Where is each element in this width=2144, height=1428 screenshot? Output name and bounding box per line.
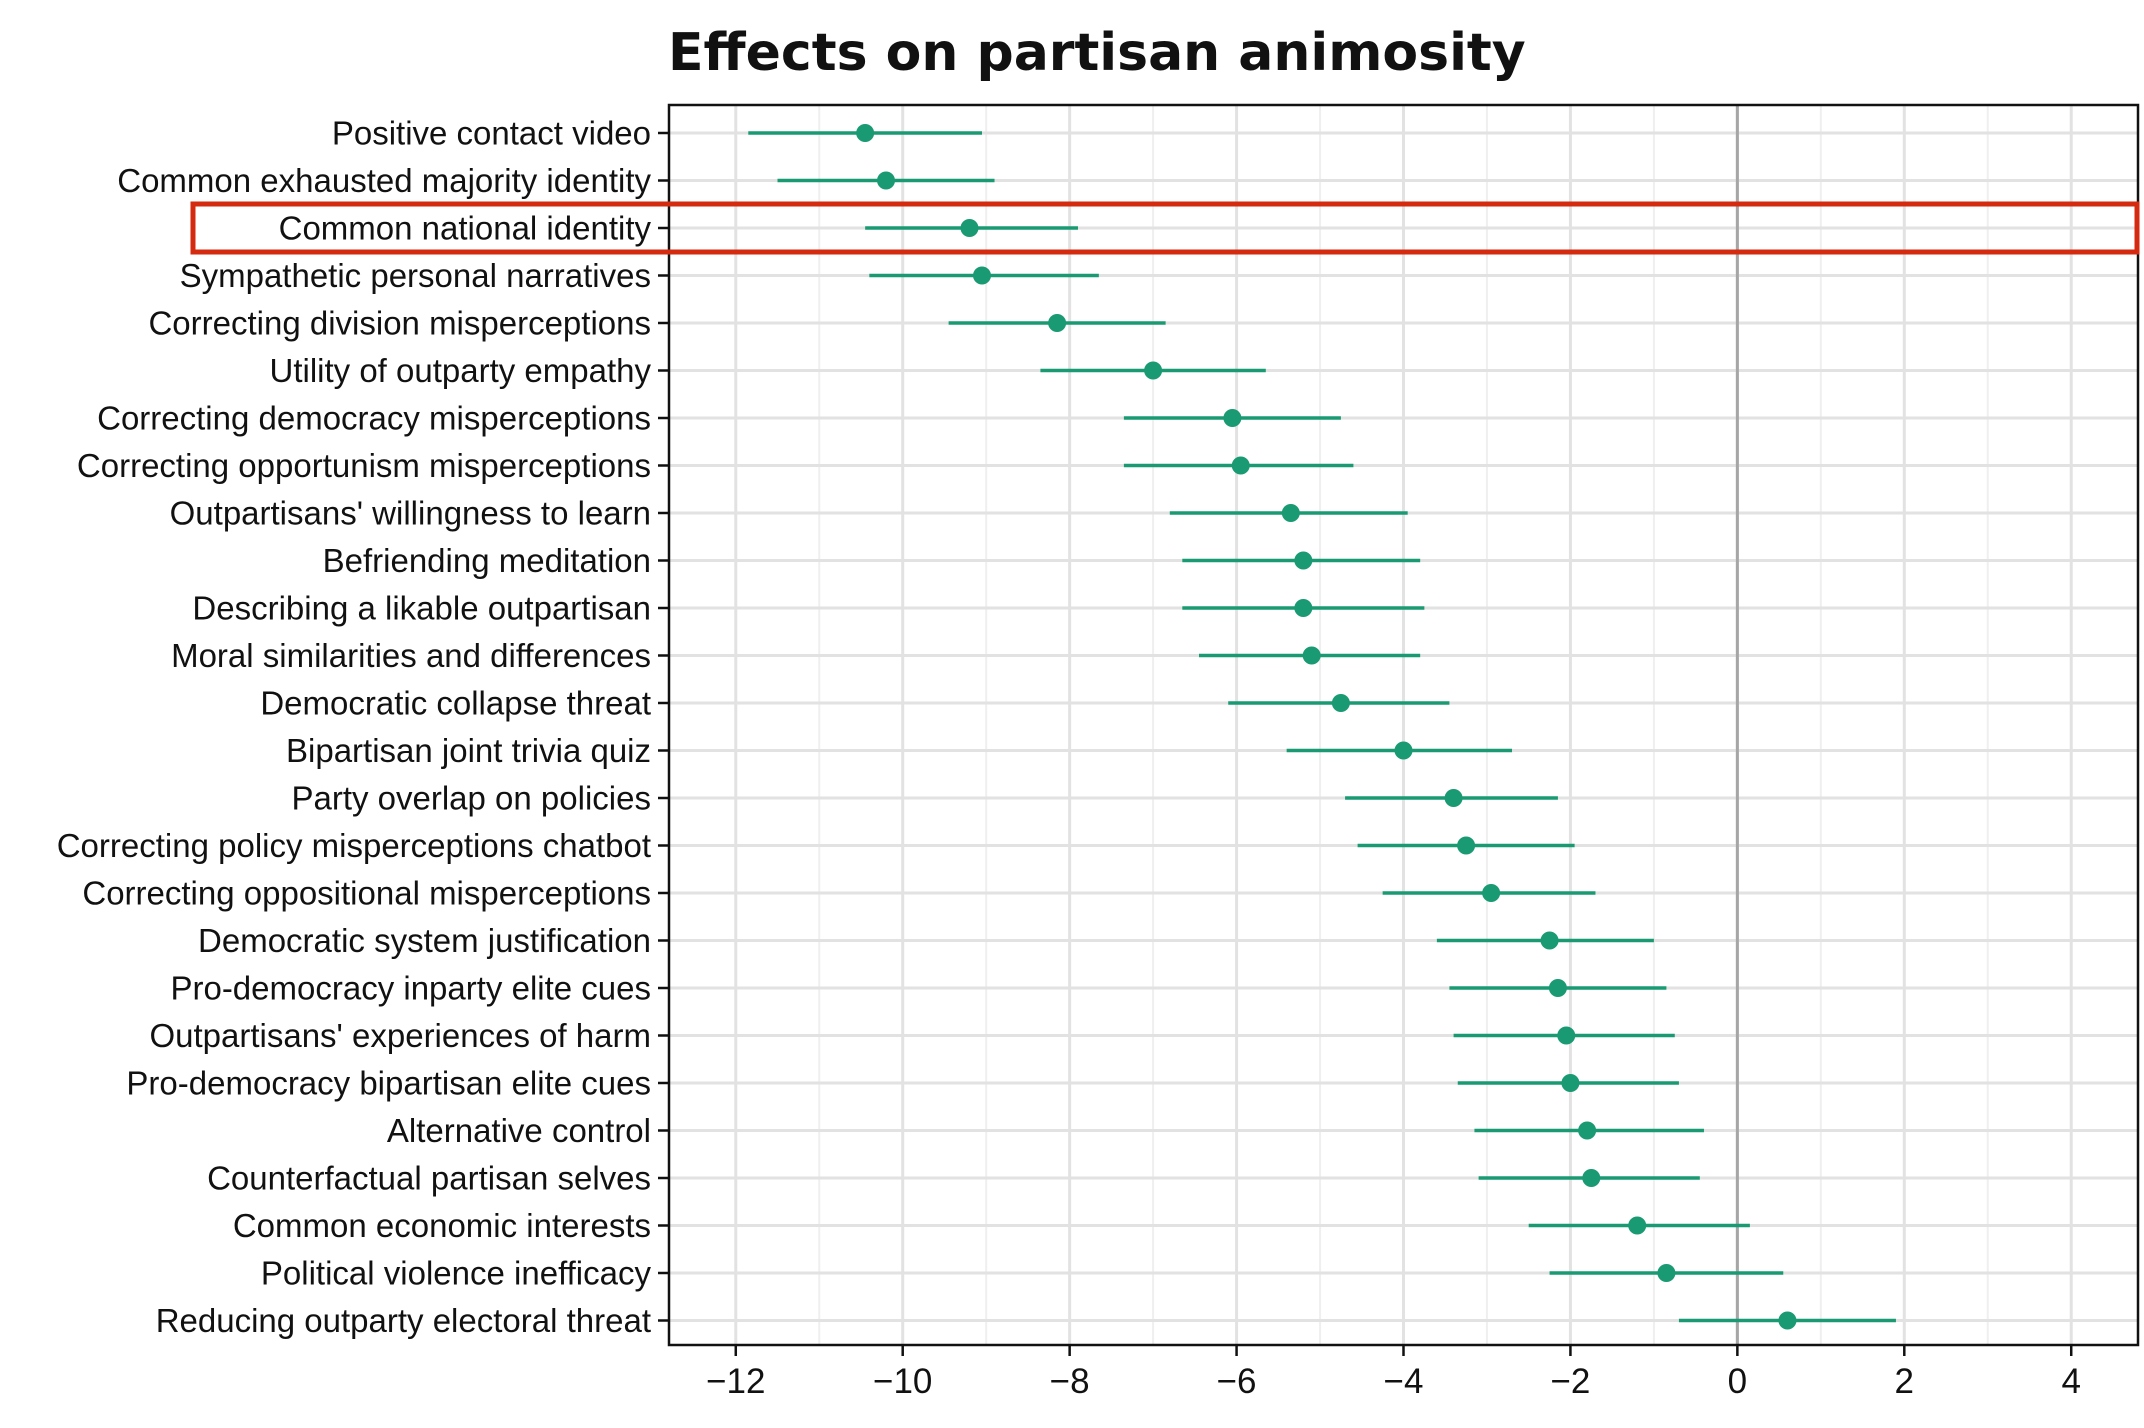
y-tick-label: Correcting oppositional misperceptions [82,875,651,912]
point-estimate [1548,979,1567,997]
y-tick-label: Reducing outparty electoral threat [156,1302,651,1339]
point-estimate [856,124,875,142]
point-estimate [1281,504,1300,522]
point-estimate [1778,1311,1797,1330]
point-estimate [1302,646,1321,665]
point-estimate [972,266,991,285]
y-tick-label: Pro-democracy inparty elite cues [170,970,651,1007]
point-estimate [1540,931,1559,950]
y-tick-label: Common economic interests [233,1207,651,1244]
y-tick-label: Utility of outparty empathy [270,352,652,389]
point-estimate [877,171,896,190]
y-tick-label: Democratic collapse threat [260,685,651,722]
y-tick-label: Befriending meditation [323,542,651,579]
point-estimate [1223,409,1242,427]
y-tick-label: Common exhausted majority identity [117,162,651,199]
y-tick-label: Party overlap on policies [291,780,651,817]
point-estimate [1144,361,1163,380]
y-tick-label: Bipartisan joint trivia quiz [286,732,651,769]
y-tick-label: Common national identity [279,210,652,247]
point-estimate [1657,1264,1676,1282]
point-estimates [856,124,1797,1330]
y-tick-label: Political violence inefficacy [261,1255,652,1292]
point-estimate [1294,599,1313,617]
point-estimate [1557,1026,1576,1045]
point-estimate [1561,1074,1580,1092]
y-tick-label: Pro-democracy bipartisan elite cues [126,1065,651,1102]
point-estimate [1582,1169,1601,1187]
point-estimate [1394,741,1413,760]
x-tick-label: 4 [2061,1362,2080,1401]
highlight-layer [190,201,2140,255]
y-tick-label: Positive contact video [332,115,651,152]
x-tick-label: −10 [873,1362,932,1401]
point-estimate [1444,789,1463,807]
point-estimate [1231,456,1250,475]
y-tick-label: Correcting division misperceptions [148,305,651,342]
y-axis: Positive contact video Common exhausted m… [57,115,669,1339]
point-estimate [1482,884,1501,902]
x-tick-label: 2 [1895,1362,1914,1401]
point-estimate [1628,1216,1647,1235]
y-tick-label: Democratic system justification [198,922,651,959]
point-estimate [1048,314,1067,332]
y-tick-label: Moral similarities and differences [171,637,651,674]
y-tick-label: Outpartisans' experiences of harm [149,1017,651,1054]
x-tick-label: −6 [1217,1362,1257,1401]
x-tick-label: −12 [706,1362,765,1401]
y-tick-label: Describing a likable outpartisan [192,590,651,627]
point-estimate [1331,694,1350,712]
y-tick-label: Alternative control [387,1112,651,1149]
x-tick-label: −2 [1550,1362,1590,1401]
point-estimate [1294,551,1313,570]
x-tick-label: 0 [1728,1362,1747,1401]
highlight-box [190,201,2140,255]
point-estimate [1578,1121,1597,1140]
point-estimate [960,219,979,237]
x-tick-label: −4 [1384,1362,1424,1401]
y-tick-label: Correcting democracy misperceptions [97,400,651,437]
y-tick-label: Sympathetic personal narratives [180,257,651,294]
y-tick-label: Outpartisans' willingness to learn [170,495,651,532]
chart-title: Effects on partisan animosity [668,23,1526,83]
point-estimate [1457,836,1476,855]
x-axis: −12 −10 −8 −6 −4 −2 0 2 4 [706,1345,2081,1401]
y-tick-label: Counterfactual partisan selves [207,1160,651,1197]
y-tick-label: Correcting policy misperceptions chatbot [57,827,651,864]
y-tick-label: Correcting opportunism misperceptions [77,447,651,484]
x-tick-label: −8 [1050,1362,1090,1401]
grid-lines [669,105,2138,1345]
